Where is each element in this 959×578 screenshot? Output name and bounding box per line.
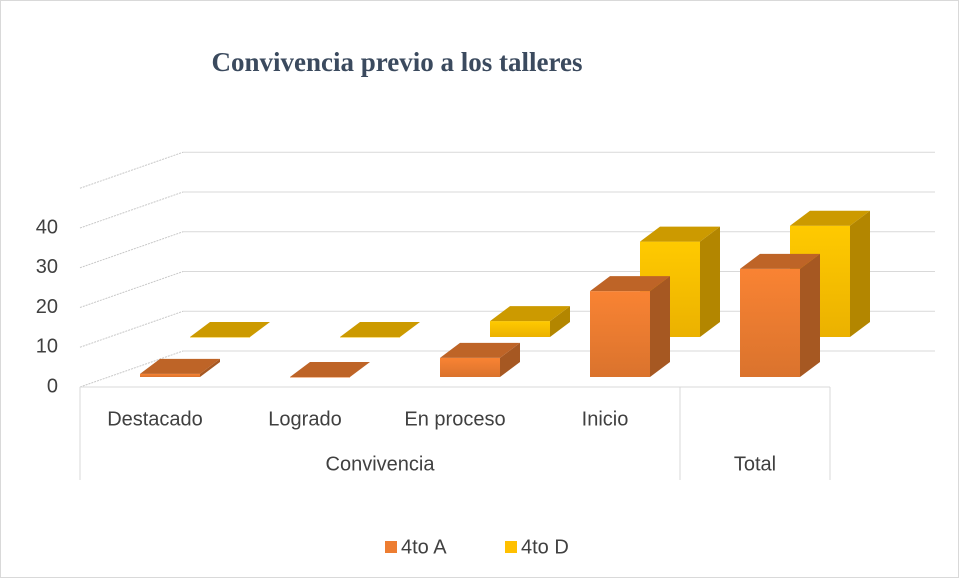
legend-label: 4to D <box>521 536 569 558</box>
bar <box>490 306 570 337</box>
bar-top <box>740 253 820 269</box>
x-tick-label: En proceso <box>404 408 505 430</box>
grid-line <box>79 310 184 348</box>
x-tick-label: Inicio <box>582 408 629 430</box>
bar <box>190 322 270 338</box>
y-tick-label: 30 <box>36 256 58 278</box>
bar-side <box>800 253 820 377</box>
bar-top <box>440 342 520 358</box>
bar-top <box>790 210 870 226</box>
grid-line <box>79 350 184 388</box>
bar <box>140 358 220 377</box>
bar-top <box>340 322 420 337</box>
y-tick-label: 20 <box>36 296 58 318</box>
group-label: Convivencia <box>326 453 436 475</box>
bar-front <box>140 373 200 377</box>
bar <box>290 362 370 378</box>
bar-top <box>190 322 270 337</box>
bar-top <box>590 276 670 292</box>
y-tick-label: 10 <box>36 336 58 358</box>
y-tick-label: 0 <box>47 375 58 397</box>
bar <box>590 276 670 377</box>
bar-top <box>490 306 570 322</box>
x-tick-label: Destacado <box>107 408 203 430</box>
bar-front <box>290 377 350 378</box>
group-label: Total <box>734 453 776 475</box>
bar-front <box>340 337 400 338</box>
bar-front <box>440 357 500 377</box>
bar-top <box>140 358 220 374</box>
bar-side <box>650 276 670 377</box>
x-tick-label: Logrado <box>268 408 341 430</box>
bar-top <box>290 362 370 377</box>
grid-line <box>79 151 184 189</box>
bar-side <box>500 342 520 377</box>
bar-front <box>490 321 550 337</box>
chart-title: Convivencia previo a los talleres <box>212 47 583 77</box>
bar-side <box>200 358 220 377</box>
grid-line <box>79 191 184 229</box>
bar <box>440 342 520 377</box>
bar-side <box>850 210 870 337</box>
bar-side <box>550 306 570 337</box>
grid-line <box>79 231 184 269</box>
bar-top <box>640 226 720 242</box>
bar <box>740 253 820 377</box>
bar-front <box>190 337 250 338</box>
bar-side <box>700 226 720 337</box>
grid-line <box>79 271 184 308</box>
y-tick-label: 40 <box>36 216 58 238</box>
bar <box>340 322 420 338</box>
legend-swatch <box>505 541 517 553</box>
bar-front <box>590 291 650 377</box>
bar-front <box>740 268 800 377</box>
legend-swatch <box>385 541 397 553</box>
legend-label: 4to A <box>401 536 447 558</box>
